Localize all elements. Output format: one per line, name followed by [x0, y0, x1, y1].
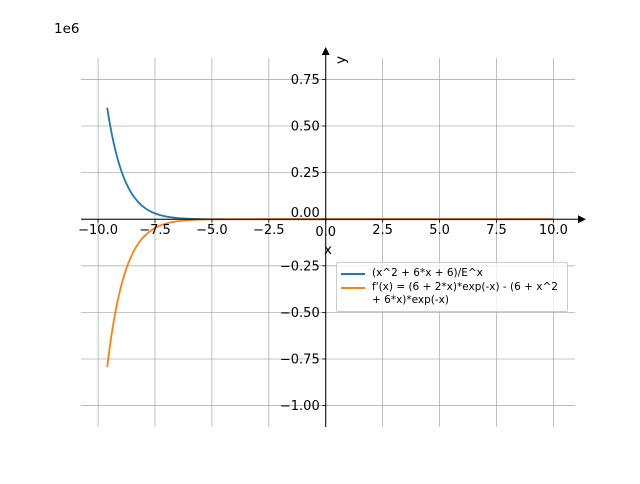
legend-entry-0: (x^2 + 6*x + 6)/E^x — [341, 267, 563, 280]
legend-swatch-0 — [341, 273, 365, 275]
tick-labels: −10.0 −7.5 −5.0 −2.5 0.0 2.5 5.0 7.5 10.0 −1.00 −0… — [78, 73, 568, 414]
x-tick-label: −2.5 — [253, 223, 285, 238]
x-tick-label: −5.0 — [196, 223, 228, 238]
y-tick-label: 0.50 — [291, 120, 320, 135]
x-tick-label: −10.0 — [78, 223, 118, 238]
y-tick-label: −0.50 — [280, 306, 320, 321]
legend-label-1: f'(x) = (6 + 2*x)*exp(-x) - (6 + x^2 + 6… — [372, 281, 558, 306]
x-axis-label: x — [324, 242, 332, 258]
series-line-0 — [106, 107, 554, 221]
x-tick-label: 5.0 — [429, 223, 450, 238]
y-tick-label: −0.25 — [280, 259, 320, 274]
x-tick-label: 0.0 — [315, 225, 336, 240]
y-axis-arrow-icon — [321, 47, 330, 55]
y-tick-label: 0.75 — [291, 73, 320, 88]
x-tick-label: 7.5 — [486, 223, 507, 238]
y-scale-label: 1e6 — [54, 21, 79, 37]
x-tick-label: −7.5 — [139, 223, 171, 238]
legend-swatch-1 — [341, 287, 365, 289]
y-tick-label: 0.00 — [291, 206, 320, 221]
y-tick-label: −0.75 — [280, 352, 320, 367]
x-tick-label: 2.5 — [372, 223, 393, 238]
y-tick-label: 0.25 — [291, 166, 320, 181]
y-axis-label: y — [333, 56, 349, 64]
legend-entry-1: f'(x) = (6 + 2*x)*exp(-x) - (6 + x^2 + 6… — [341, 281, 563, 307]
axes — [81, 47, 586, 427]
y-tick-label: −1.00 — [280, 399, 320, 414]
x-axis-arrow-icon — [578, 215, 586, 224]
legend-label-0: (x^2 + 6*x + 6)/E^x — [372, 267, 483, 279]
x-tick-label: 10.0 — [539, 223, 568, 238]
legend: (x^2 + 6*x + 6)/E^x f'(x) = (6 + 2*x)*ex… — [336, 262, 568, 312]
